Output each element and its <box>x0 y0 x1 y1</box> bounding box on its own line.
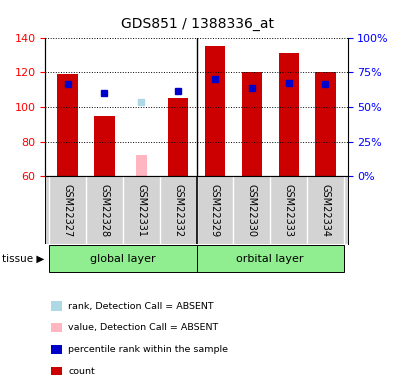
Text: global layer: global layer <box>90 254 156 264</box>
Bar <box>315 72 336 176</box>
Text: rank, Detection Call = ABSENT: rank, Detection Call = ABSENT <box>68 302 214 310</box>
Bar <box>278 53 299 176</box>
Text: GSM22329: GSM22329 <box>210 184 220 237</box>
Text: GSM22328: GSM22328 <box>100 184 109 237</box>
Text: count: count <box>68 367 95 375</box>
Text: GDS851 / 1388336_at: GDS851 / 1388336_at <box>121 17 274 31</box>
Bar <box>94 116 115 176</box>
Text: GSM22333: GSM22333 <box>284 184 293 237</box>
Bar <box>197 245 344 272</box>
Text: value, Detection Call = ABSENT: value, Detection Call = ABSENT <box>68 323 218 332</box>
Bar <box>49 245 197 272</box>
Bar <box>205 46 225 176</box>
Bar <box>135 155 147 176</box>
Bar <box>242 72 262 176</box>
Text: GSM22330: GSM22330 <box>247 184 257 237</box>
Text: GSM22331: GSM22331 <box>136 184 146 237</box>
Text: percentile rank within the sample: percentile rank within the sample <box>68 345 228 354</box>
Text: orbital layer: orbital layer <box>237 254 304 264</box>
Text: GSM22334: GSM22334 <box>320 184 331 237</box>
Bar <box>168 98 188 176</box>
Text: tissue ▶: tissue ▶ <box>2 254 45 264</box>
Text: GSM22327: GSM22327 <box>62 184 73 238</box>
Bar <box>57 74 78 176</box>
Text: GSM22332: GSM22332 <box>173 184 183 237</box>
